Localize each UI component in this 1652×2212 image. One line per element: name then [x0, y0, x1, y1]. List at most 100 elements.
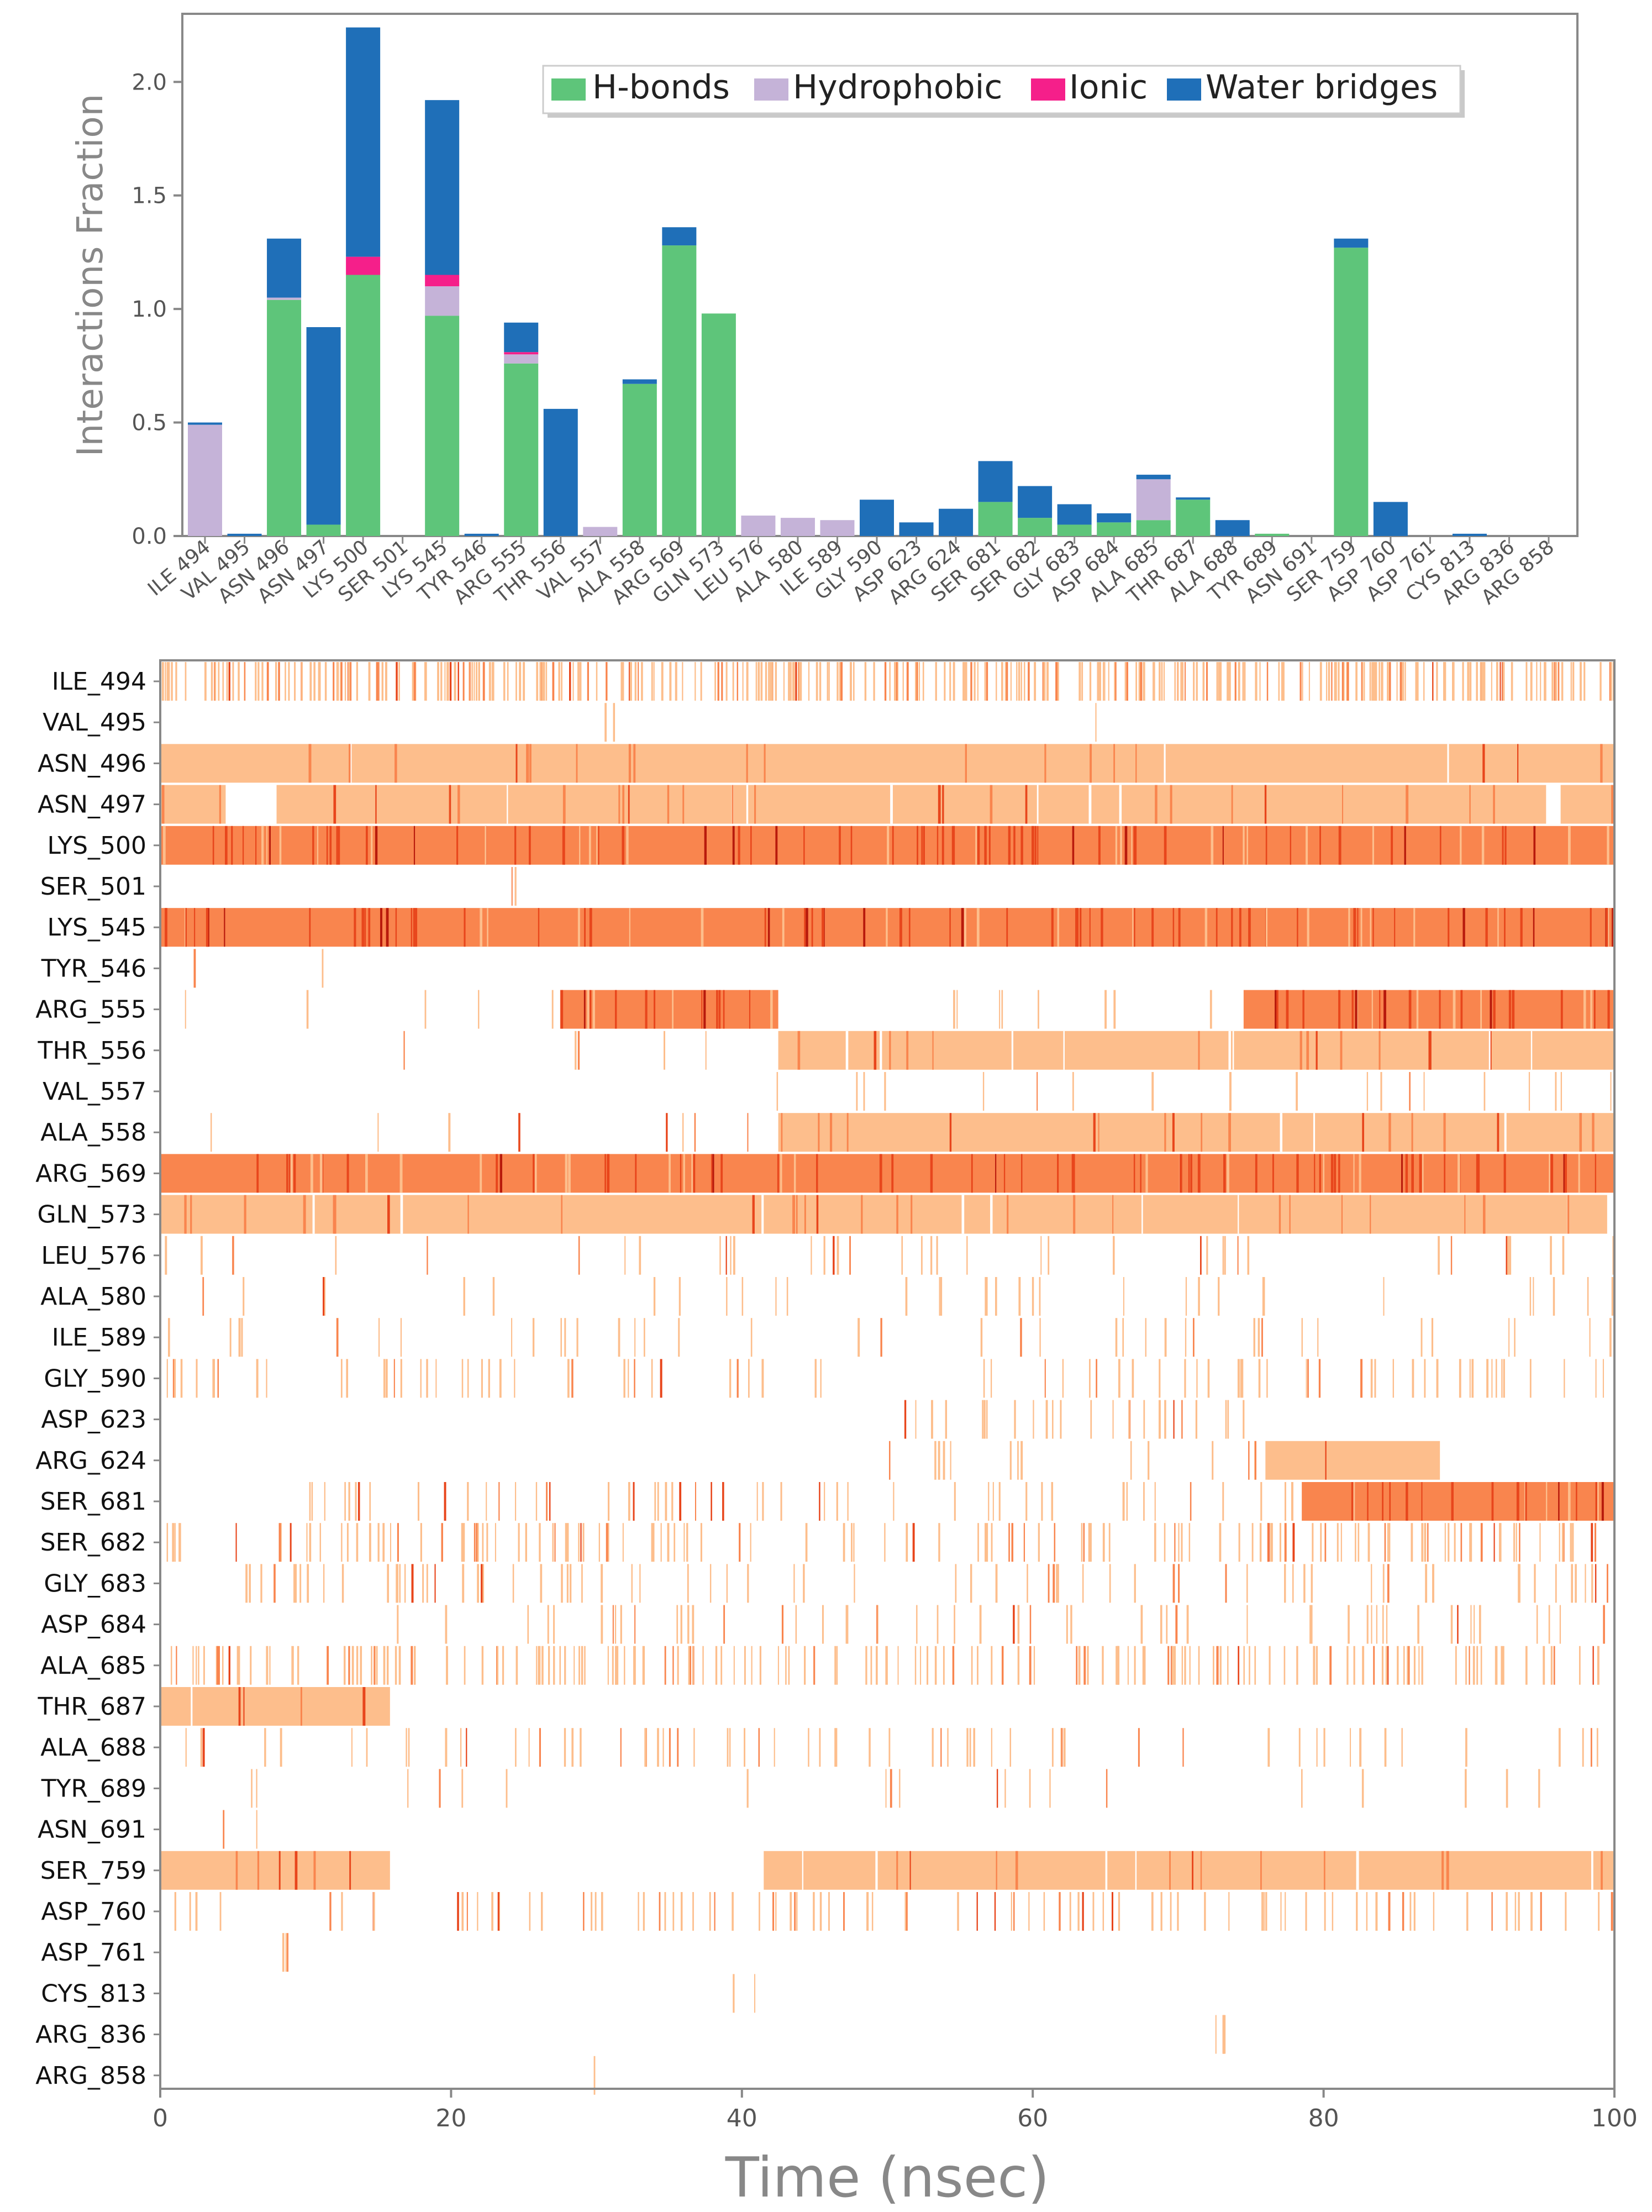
heatmap-row-label-ser-682: SER_682: [40, 1528, 146, 1557]
heatmap-event: [204, 662, 207, 701]
heatmap-event: [1188, 1523, 1191, 1562]
heatmap-tick: [1013, 826, 1016, 865]
heatmap-event: [786, 1277, 788, 1316]
heatmap-tick: [911, 1195, 913, 1234]
heatmap-event: [1416, 662, 1419, 701]
heatmap-event: [876, 1605, 878, 1644]
heatmap-tick: [527, 744, 529, 783]
heatmap-tick: [1231, 908, 1233, 947]
heatmap-event: [1328, 662, 1330, 701]
heatmap-event: [966, 1236, 968, 1275]
heatmap-event: [292, 1646, 294, 1685]
heatmap-event: [1519, 1523, 1521, 1562]
heatmap-tick: [1211, 826, 1214, 865]
heatmap-tick: [1197, 1154, 1201, 1193]
heatmap-event: [1113, 990, 1116, 1029]
heatmap-event: [538, 1646, 540, 1685]
heatmap-segment-ala-558: [778, 1113, 1614, 1152]
heatmap-event: [943, 1646, 945, 1685]
heatmap-tick: [996, 1851, 997, 1890]
heatmap-event: [890, 1769, 892, 1808]
heatmap-event: [920, 1646, 922, 1685]
heatmap-event: [939, 1277, 940, 1316]
heatmap-events-ala-558: [211, 1113, 749, 1152]
heatmap-event: [1008, 1523, 1010, 1562]
heatmap-event: [1550, 1236, 1552, 1275]
heatmap-event: [1185, 1277, 1187, 1316]
heatmap-tick: [1135, 744, 1137, 783]
heatmap-events-arg-624: [889, 1441, 1256, 1480]
heatmap-event: [1582, 1728, 1584, 1767]
heatmap-event: [682, 1113, 684, 1152]
heatmap-event: [1199, 1236, 1202, 1275]
heatmap-event: [1402, 662, 1404, 701]
heatmap-event: [466, 1892, 468, 1931]
heatmap-event: [1558, 1728, 1561, 1767]
heatmap-event: [816, 662, 818, 701]
heatmap-event: [1324, 1892, 1326, 1931]
heatmap-event: [346, 1359, 349, 1398]
heatmap-tick: [880, 1031, 882, 1070]
heatmap-event: [916, 662, 918, 701]
heatmap-tick: [1360, 908, 1362, 947]
heatmap-event: [620, 1728, 622, 1767]
heatmap-tick: [811, 908, 813, 947]
heatmap-tick: [764, 744, 766, 783]
heatmap-event: [1109, 1564, 1111, 1603]
heatmap-event: [1470, 1605, 1472, 1644]
heatmap-event: [348, 1482, 350, 1521]
heatmap-event: [482, 1523, 484, 1562]
heatmap-event: [742, 662, 744, 701]
heatmap-event: [1538, 1769, 1540, 1808]
heatmap-event: [1154, 662, 1155, 701]
heatmap-event: [161, 662, 164, 701]
heatmap-tick: [235, 1851, 238, 1890]
heatmap-tick: [1401, 1154, 1403, 1193]
heatmap-event: [394, 1646, 397, 1685]
heatmap-event: [1159, 662, 1161, 701]
heatmap-row-label-ser-501: SER_501: [40, 873, 146, 901]
heatmap-event: [1500, 662, 1501, 701]
bar-water-bridges-ala-688: [1215, 520, 1250, 536]
heatmap-event: [1001, 662, 1003, 701]
heatmap-event: [811, 1236, 812, 1275]
heatmap-event: [1292, 1523, 1295, 1562]
heatmap-event: [171, 1646, 172, 1685]
heatmap-tick: [1353, 1482, 1355, 1521]
heatmap-event: [788, 662, 791, 701]
heatmap-event: [1253, 1318, 1255, 1357]
heatmap-event: [694, 1113, 696, 1152]
heatmap-tick: [1590, 990, 1592, 1029]
heatmap-tick: [1021, 1154, 1023, 1193]
heatmap-event: [1047, 662, 1049, 701]
heatmap-tick: [1031, 826, 1034, 865]
bar-chart-y-axis-label: Interactions Fraction: [70, 94, 111, 456]
heatmap-event: [1254, 1646, 1256, 1685]
heatmap-event: [1506, 1769, 1508, 1808]
heatmap-x-tick-label: 20: [435, 2104, 466, 2132]
heatmap-tick: [1578, 1154, 1580, 1193]
heatmap-event: [1457, 1605, 1459, 1644]
heatmap-event: [1018, 1277, 1021, 1316]
heatmap-event: [823, 1236, 825, 1275]
heatmap-event: [998, 1482, 1001, 1521]
heatmap-event: [1514, 1892, 1517, 1931]
legend: H-bonds Hydrophobic Ionic Water bridges: [542, 65, 1465, 118]
heatmap-tick: [1453, 990, 1456, 1029]
bar-h-bonds-asp-684: [1097, 522, 1132, 536]
heatmap-event: [1555, 662, 1558, 701]
heatmap-event: [473, 662, 475, 701]
heatmap-event: [1359, 1728, 1362, 1767]
heatmap-event: [1043, 662, 1045, 701]
heatmap-event: [1501, 1646, 1503, 1685]
heatmap-event: [575, 1031, 577, 1070]
heatmap-event: [700, 662, 702, 701]
heatmap-event: [1534, 1564, 1536, 1603]
heatmap-tick: [1503, 1154, 1506, 1193]
bar-water-bridges-ser-759: [1334, 238, 1369, 248]
heatmap-event: [278, 662, 280, 701]
heatmap-event: [1102, 1523, 1105, 1562]
heatmap-event: [435, 1359, 437, 1398]
heatmap-event: [676, 1605, 678, 1644]
heatmap-event: [762, 1482, 764, 1521]
